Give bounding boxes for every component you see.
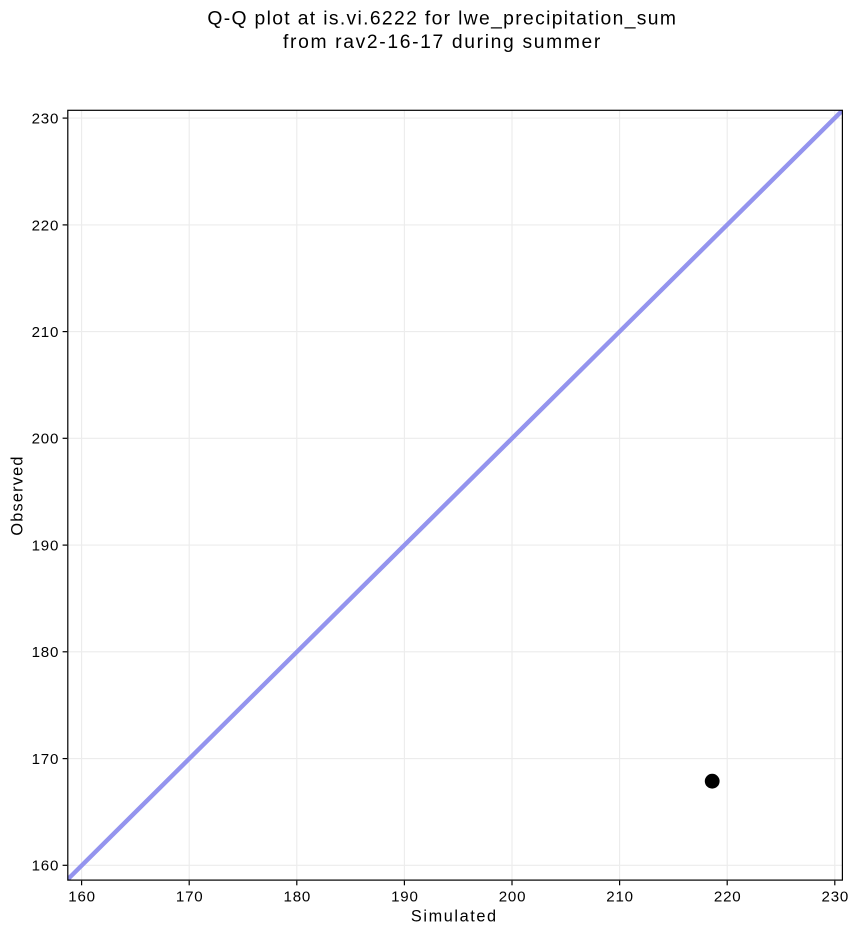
svg-text:Q-Q plot at is.vi.6222 for lwe: Q-Q plot at is.vi.6222 for lwe_precipita… — [207, 9, 677, 30]
svg-text:230: 230 — [32, 111, 60, 128]
svg-text:from rav2-16-17 during summer: from rav2-16-17 during summer — [283, 32, 602, 53]
svg-text:200: 200 — [32, 431, 60, 448]
svg-text:220: 220 — [714, 889, 742, 906]
svg-text:190: 190 — [32, 538, 60, 555]
svg-text:190: 190 — [391, 889, 419, 906]
svg-text:220: 220 — [32, 217, 60, 234]
svg-text:210: 210 — [606, 889, 634, 906]
svg-text:Observed: Observed — [8, 455, 26, 535]
svg-text:170: 170 — [176, 889, 204, 906]
svg-text:Simulated: Simulated — [411, 908, 498, 926]
svg-text:170: 170 — [32, 751, 60, 768]
svg-text:230: 230 — [822, 889, 850, 906]
svg-text:160: 160 — [68, 889, 96, 906]
svg-text:200: 200 — [499, 889, 527, 906]
svg-text:180: 180 — [284, 889, 312, 906]
svg-text:210: 210 — [32, 324, 60, 341]
svg-text:180: 180 — [32, 644, 60, 661]
svg-text:160: 160 — [32, 858, 60, 875]
